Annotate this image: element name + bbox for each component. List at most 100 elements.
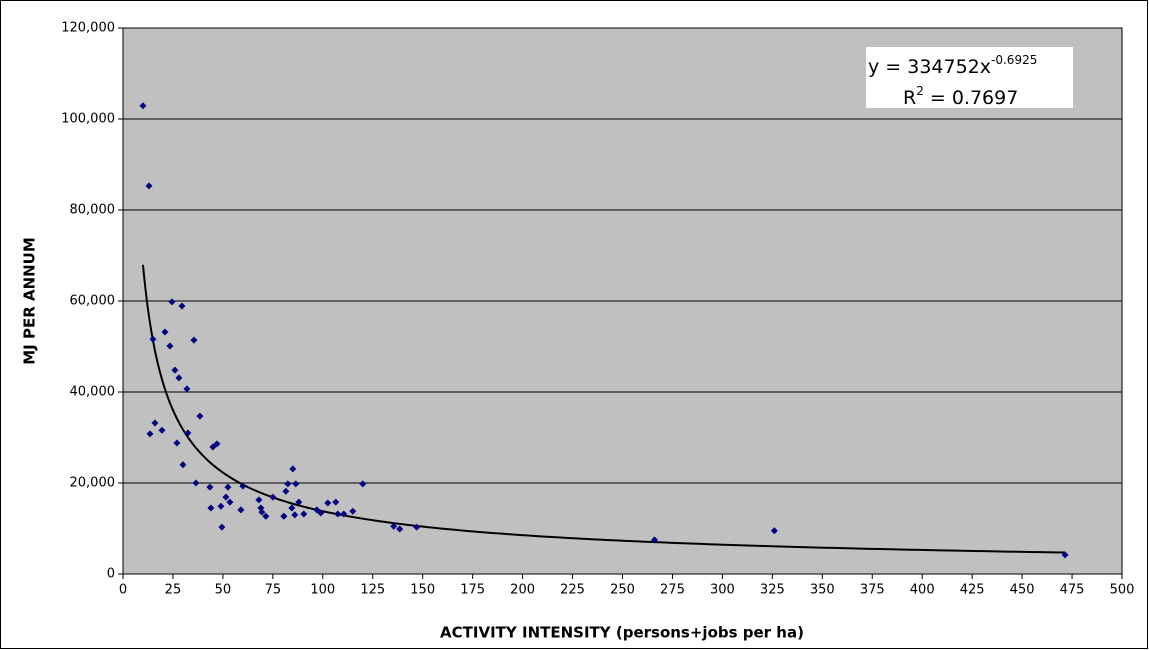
point (770, 527, 778, 535)
y-tick-label: 120,000 (61, 21, 115, 36)
x-tick-label: 425 (960, 583, 985, 598)
point (206, 483, 214, 491)
point (175, 374, 183, 382)
point (300, 510, 308, 518)
point (192, 479, 200, 487)
point (166, 342, 174, 350)
point (313, 506, 321, 514)
point (139, 102, 147, 110)
point (224, 483, 232, 491)
y-axis-title: MJ PER ANNUM (21, 237, 39, 365)
point (213, 440, 221, 448)
equation-base: y = 334752x (868, 56, 991, 78)
point (146, 430, 154, 438)
point (413, 523, 421, 531)
point (262, 512, 270, 520)
x-tick-label: 225 (560, 583, 585, 598)
x-tick-label: 300 (710, 583, 735, 598)
point (292, 480, 300, 488)
point (217, 502, 225, 510)
point (173, 439, 181, 447)
point (149, 335, 157, 343)
point (288, 504, 296, 512)
point (226, 498, 234, 506)
point (650, 536, 658, 544)
x-tick-label: 275 (660, 583, 685, 598)
x-tick-label: 200 (510, 583, 535, 598)
point (151, 419, 159, 427)
y-tick-label: 100,000 (61, 112, 115, 127)
point (295, 498, 303, 506)
equation-box (866, 47, 1073, 108)
point (340, 510, 348, 518)
y-tick-label: 60,000 (70, 294, 116, 309)
x-axis-title: ACTIVITY INTENSITY (persons+jobs per ha) (440, 624, 804, 642)
r2-exponent: 2 (916, 84, 924, 98)
x-tick-label: 325 (760, 583, 785, 598)
point (284, 480, 292, 488)
trendline (141, 264, 1066, 554)
point (168, 298, 176, 306)
point (196, 412, 204, 420)
x-tick-label: 500 (1110, 583, 1135, 598)
r2-base: R (903, 87, 916, 109)
point (158, 426, 166, 434)
point (209, 443, 217, 451)
axes: 0 20,000 40,000 60,000 80,000 100,000 120,000 0… (61, 21, 1134, 598)
point (258, 508, 266, 516)
r2-label: R2 = 0.7697 (903, 84, 1018, 109)
x-tick-label: 50 (215, 583, 232, 598)
x-tick-label: 375 (860, 583, 885, 598)
x-tick-label: 400 (910, 583, 935, 598)
x-tick-label: 25 (165, 583, 182, 598)
x-tick-label: 150 (410, 583, 435, 598)
point (282, 487, 290, 495)
point (190, 336, 198, 344)
point (291, 511, 299, 519)
point (317, 509, 325, 517)
point (178, 302, 186, 310)
x-tick-label: 475 (1060, 583, 1085, 598)
x-tick-label: 75 (265, 583, 282, 598)
x-tick-label: 350 (810, 583, 835, 598)
point (269, 493, 277, 501)
point (255, 496, 263, 504)
point (161, 328, 169, 336)
x-tick-label: 175 (460, 583, 485, 598)
point (218, 523, 226, 531)
y-tick-label: 0 (107, 567, 115, 582)
trendline-group (141, 264, 1066, 554)
point (183, 385, 191, 393)
point (289, 465, 297, 473)
points (139, 102, 1069, 559)
point (171, 366, 179, 374)
equation-exponent: -0.6925 (991, 53, 1037, 67)
point (222, 493, 230, 501)
x-tick-label: 0 (119, 583, 127, 598)
point (332, 498, 340, 506)
equation-label: y = 334752x-0.6925 (868, 53, 1037, 78)
point (334, 510, 342, 518)
x-tick-label: 450 (1010, 583, 1035, 598)
point (179, 461, 187, 469)
point (390, 522, 398, 530)
x-tick-label: 250 (610, 583, 635, 598)
point (1061, 551, 1069, 559)
y-tick-label: 40,000 (70, 385, 116, 400)
point (396, 525, 404, 533)
point (324, 499, 332, 507)
x-tick-label: 100 (310, 583, 335, 598)
point (280, 512, 288, 520)
r2-rest: = 0.7697 (924, 87, 1018, 109)
point (207, 504, 215, 512)
x-tick-label: 125 (360, 583, 385, 598)
point (239, 482, 247, 490)
point (349, 507, 357, 515)
y-tick-label: 80,000 (70, 203, 116, 218)
point (145, 182, 153, 190)
point (237, 506, 245, 514)
point (184, 429, 192, 437)
y-tick-label: 20,000 (70, 476, 116, 491)
